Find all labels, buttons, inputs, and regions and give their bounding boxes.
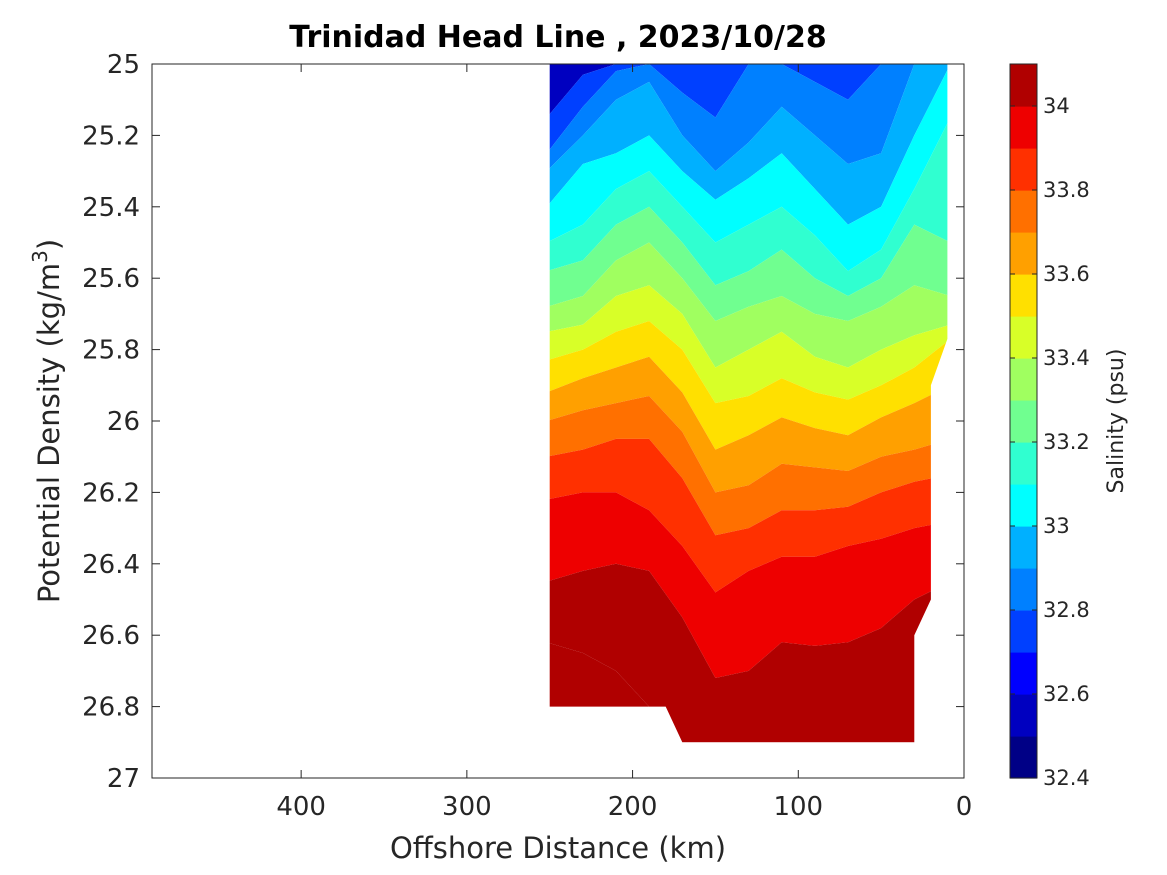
- colorbar-segment: [1010, 442, 1037, 485]
- x-axis-label: Offshore Distance (km): [390, 831, 726, 865]
- colorbar-tick-label: 33: [1043, 514, 1070, 538]
- salinity-band: [549, 64, 948, 172]
- salinity-band: [549, 64, 948, 272]
- colorbar-tick-label: 34: [1043, 94, 1070, 118]
- colorbar-tick-label: 33.6: [1043, 262, 1090, 286]
- y-tick-label: 26.8: [82, 693, 140, 723]
- colorbar-segment: [1010, 610, 1037, 653]
- colorbar-segment: [1010, 484, 1037, 527]
- colorbar-segment: [1010, 568, 1037, 611]
- colorbar-segment: [1010, 694, 1037, 737]
- colorbar-segment: [1010, 274, 1037, 317]
- colorbar-tick-label: 33.2: [1043, 430, 1090, 454]
- salinity-band: [549, 321, 948, 450]
- colorbar: [1010, 64, 1037, 779]
- colorbar-tick-label: 33.4: [1043, 346, 1090, 370]
- colorbar-segment: [1010, 148, 1037, 191]
- x-tick-label: 100: [773, 792, 823, 822]
- salinity-band: [549, 64, 948, 225]
- y-axis-label-close: ): [32, 239, 66, 250]
- salinity-band: [549, 492, 948, 678]
- salinity-band: [549, 396, 948, 536]
- colorbar-tick-label: 33.8: [1043, 178, 1090, 202]
- x-axis-ticks: 400 300 200 100 0: [276, 64, 972, 822]
- salinity-band: [549, 356, 948, 493]
- y-tick-label: 25.4: [82, 193, 140, 223]
- colorbar-segment: [1010, 358, 1037, 401]
- y-tick-label: 26.2: [82, 478, 140, 508]
- colorbar-tick-label: 32.8: [1043, 598, 1090, 622]
- colorbar-tick-label: 32.6: [1043, 682, 1090, 706]
- salinity-band: [549, 438, 948, 593]
- salinity-band: [549, 242, 948, 368]
- salinity-contour-bands: [549, 64, 948, 743]
- y-tick-label: 25.2: [82, 121, 140, 151]
- x-tick-label: 300: [442, 792, 492, 822]
- colorbar-segment: [1010, 316, 1037, 359]
- y-axis-label-superscript: 3: [28, 250, 52, 263]
- salinity-band: [549, 206, 948, 321]
- y-axis-ticks: 25 25.2 25.4 25.6 25.8 26 26.2 26.4 26.6 26.8 27: [82, 50, 964, 794]
- x-tick-label: 400: [276, 792, 326, 822]
- colorbar-segment: [1010, 400, 1037, 443]
- salinity-band: [549, 64, 948, 154]
- colorbar-ticks: 32.4 32.6 32.8 33 33.2 33.4 33.6 33.8 34: [1010, 94, 1090, 790]
- x-tick-label: 0: [956, 792, 973, 822]
- y-tick-label: 26.6: [82, 621, 140, 651]
- x-tick-label: 200: [608, 792, 658, 822]
- salinity-band: [549, 64, 948, 118]
- y-axis-label: Potential Density (kg/m3): [28, 239, 66, 603]
- y-tick-label: 27: [107, 764, 140, 794]
- colorbar-segment: [1010, 64, 1037, 107]
- y-tick-label: 25: [107, 50, 140, 80]
- section-fill: [549, 64, 948, 743]
- colorbar-segment: [1010, 190, 1037, 233]
- chart-title: Trinidad Head Line , 2023/10/28: [289, 20, 826, 55]
- colorbar-label: Salinity (psu): [1104, 349, 1129, 494]
- salinity-band: [549, 285, 948, 404]
- salinity-band: [549, 563, 948, 743]
- y-tick-label: 25.8: [82, 336, 140, 366]
- colorbar-segment: [1010, 526, 1037, 569]
- colorbar-frame: [1009, 63, 1038, 779]
- y-axis-label-main: Potential Density (kg/m: [32, 263, 66, 603]
- colorbar-segment: [1010, 652, 1037, 695]
- colorbar-segment: [1010, 106, 1037, 149]
- y-tick-label: 26.4: [82, 550, 140, 580]
- colorbar-segment: [1010, 232, 1037, 275]
- y-tick-label: 25.6: [82, 264, 140, 294]
- y-tick-label: 26: [107, 407, 140, 437]
- colorbar-tick-label: 32.4: [1043, 766, 1090, 790]
- colorbar-segment: [1010, 736, 1037, 779]
- salinity-band: [549, 117, 948, 296]
